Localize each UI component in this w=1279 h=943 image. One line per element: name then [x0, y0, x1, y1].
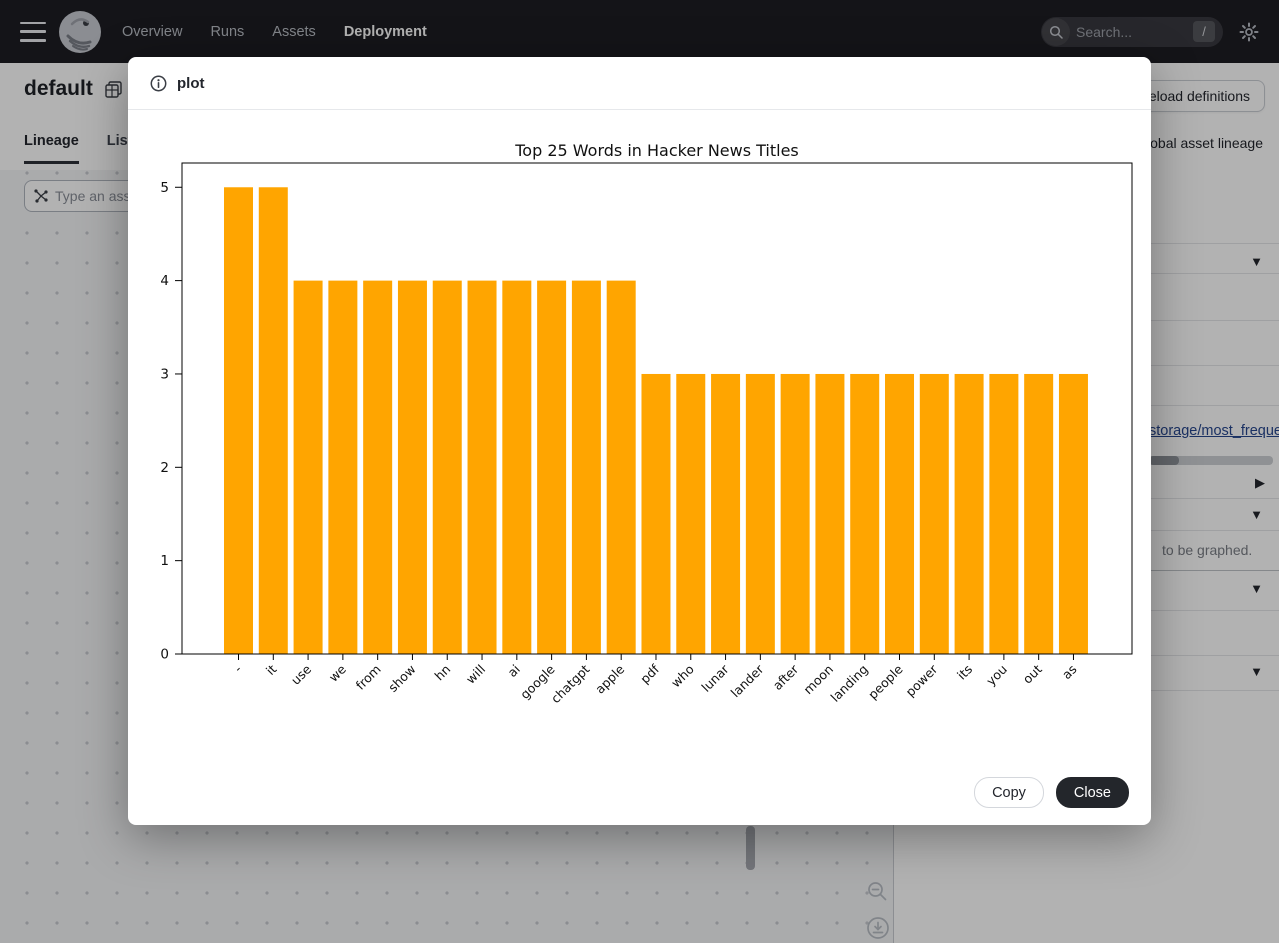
definitions-icon: [105, 80, 122, 98]
svg-text:landing: landing: [827, 662, 870, 705]
svg-text:power: power: [902, 661, 941, 700]
svg-text:5: 5: [160, 180, 169, 196]
graph-vertical-scrollbar[interactable]: [746, 826, 755, 870]
hamburger-menu-icon[interactable]: [20, 21, 46, 42]
chart-canvas: Top 25 Words in Hacker News Titles 0 1 2 3 4 5…: [160, 141, 1133, 706]
svg-text:after: after: [770, 661, 802, 693]
svg-text:you: you: [983, 662, 1010, 689]
modal-footer: Copy Close: [974, 777, 1129, 808]
section-collapse-icon-3[interactable]: ▼: [1250, 581, 1263, 596]
chart-container: Top 25 Words in Hacker News Titles 0 1 2 3 4 5…: [128, 110, 1151, 760]
download-image-icon[interactable]: [866, 916, 890, 940]
tab-list[interactable]: List: [106, 133, 133, 149]
search-input[interactable]: [1076, 23, 1193, 40]
svg-text:-: -: [231, 662, 245, 676]
svg-text:0: 0: [160, 647, 169, 663]
nav-item-assets[interactable]: Assets: [272, 23, 316, 40]
svg-text:people: people: [865, 661, 906, 702]
svg-text:3: 3: [160, 366, 169, 382]
svg-text:from: from: [353, 662, 384, 693]
svg-text:pdf: pdf: [637, 661, 662, 686]
svg-text:hn: hn: [432, 662, 454, 684]
page-title: default: [24, 77, 93, 100]
graph-hint-text: to be graphed.: [1162, 542, 1253, 558]
plot-modal: plot Top 25 Words in Hacker News Titles 0…: [128, 57, 1151, 825]
section-collapse-icon[interactable]: ▼: [1250, 254, 1263, 269]
svg-text:chatgpt: chatgpt: [548, 661, 593, 706]
svg-text:ai: ai: [504, 662, 522, 680]
section-collapse-icon-2[interactable]: ▼: [1250, 507, 1263, 522]
nav-item-runs[interactable]: Runs: [210, 23, 245, 40]
svg-text:4: 4: [160, 273, 169, 289]
nav-links: Overview Runs Assets Deployment: [122, 24, 427, 40]
modal-header: plot: [128, 57, 1151, 110]
search-icon: [1042, 17, 1070, 46]
svg-text:will: will: [463, 662, 488, 687]
svg-text:lander: lander: [728, 661, 767, 700]
section-collapse-icon-4[interactable]: ▼: [1250, 664, 1263, 679]
nav-item-overview[interactable]: Overview: [122, 23, 183, 40]
svg-text:Top 25 Words in Hacker News Ti: Top 25 Words in Hacker News Titles: [514, 141, 799, 160]
nav-item-deployment[interactable]: Deployment: [343, 23, 427, 40]
svg-text:apple: apple: [592, 661, 627, 696]
materialization-path-link[interactable]: storage/most_frequent_words: [1149, 423, 1279, 439]
svg-text:2: 2: [160, 460, 169, 476]
info-icon: [150, 75, 167, 91]
svg-text:it: it: [263, 661, 280, 678]
top-nav: Overview Runs Assets Deployment /: [0, 0, 1279, 63]
search-shortcut-badge: /: [1193, 21, 1215, 42]
svg-text:show: show: [385, 662, 418, 695]
svg-text:use: use: [288, 661, 314, 687]
svg-text:as: as: [1059, 662, 1080, 683]
svg-text:out: out: [1020, 661, 1045, 686]
svg-text:1: 1: [160, 553, 169, 569]
svg-text:its: its: [954, 662, 975, 683]
copy-button[interactable]: Copy: [974, 777, 1044, 808]
svg-text:we: we: [326, 661, 349, 684]
tab-lineage[interactable]: Lineage: [24, 133, 79, 164]
row-expand-icon[interactable]: ▶: [1255, 475, 1265, 490]
svg-text:who: who: [668, 662, 697, 691]
sidebar-horizontal-scrollbar[interactable]: [1149, 456, 1273, 465]
global-asset-lineage-link[interactable]: Global asset lineage: [1136, 135, 1263, 151]
view-tabs: Lineage List: [24, 133, 133, 164]
close-button[interactable]: Close: [1055, 777, 1129, 808]
dagster-logo-icon[interactable]: [58, 10, 102, 54]
global-search[interactable]: /: [1041, 16, 1223, 47]
settings-gear-icon[interactable]: [1239, 22, 1259, 42]
modal-title: plot: [177, 74, 205, 92]
asset-graph-icon: [34, 189, 48, 203]
zoom-out-icon[interactable]: [866, 880, 888, 902]
